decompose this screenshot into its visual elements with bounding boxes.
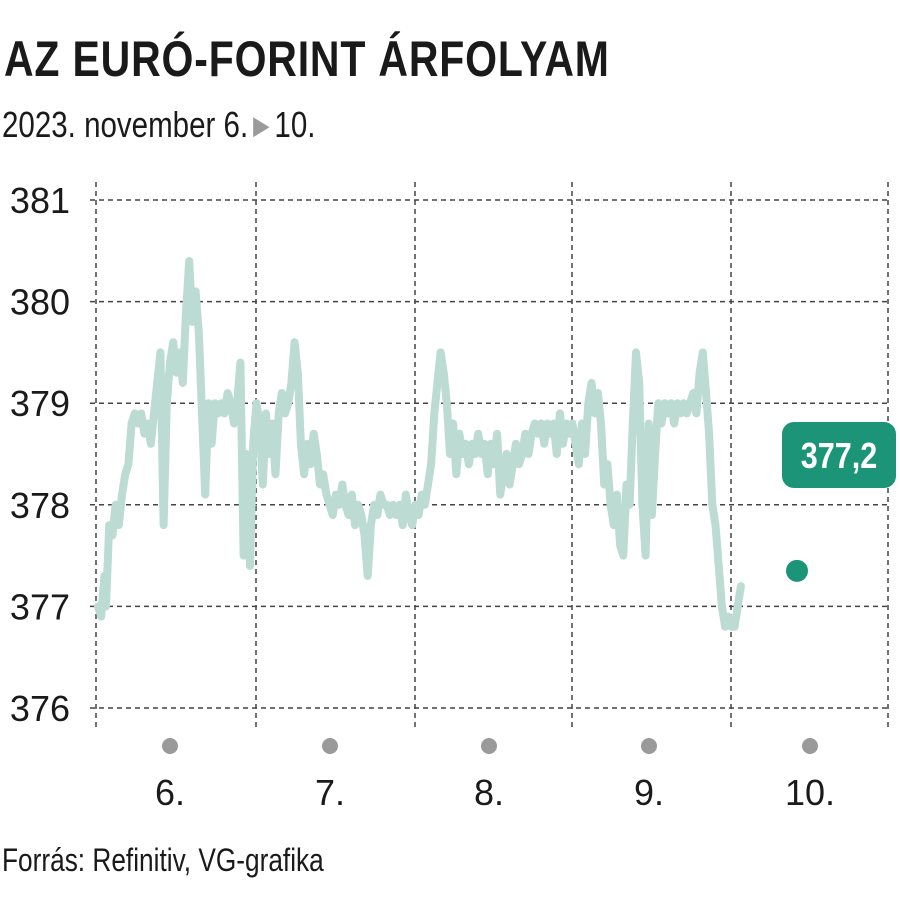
date-range-start: 2023. november 6. <box>2 104 249 145</box>
y-tick-label: 378 <box>10 485 70 526</box>
y-tick-label: 379 <box>10 383 70 424</box>
x-tick-label: 7. <box>315 772 345 813</box>
last-value-dot <box>786 559 808 582</box>
day-marker-dot <box>162 738 178 754</box>
last-value-callout: 377,2 <box>782 422 896 488</box>
date-range-subtitle: 2023. november 6. ▶ 10. <box>2 104 315 146</box>
page-title: AZ EURÓ-FORINT ÁRFOLYAM <box>4 31 610 87</box>
y-tick-label: 376 <box>10 688 70 729</box>
x-tick-label: 9. <box>634 772 664 813</box>
day-marker-dot <box>802 738 818 754</box>
day-marker-dot <box>322 738 338 754</box>
date-range-end: 10. <box>274 104 316 145</box>
series-layer <box>94 257 808 631</box>
chart-grid <box>90 182 889 728</box>
x-axis-category-labels: 6. 7. 8. 9. 10. <box>155 738 835 813</box>
y-tick-label: 380 <box>10 282 70 323</box>
source-note: Forrás: Refinitiv, VG-grafika <box>2 842 324 878</box>
x-tick-label: 6. <box>155 772 185 813</box>
x-tick-label: 8. <box>474 772 504 813</box>
exchange-rate-line <box>94 257 745 631</box>
play-arrow-icon: ▶ <box>253 110 270 140</box>
day-marker-dot <box>641 738 657 754</box>
x-tick-label: 10. <box>785 772 835 813</box>
y-axis-tick-labels: 376 377 378 379 380 381 <box>10 180 70 729</box>
last-value-label: 377,2 <box>801 437 878 477</box>
y-tick-label: 381 <box>10 180 70 221</box>
day-marker-dot <box>481 738 497 754</box>
last-value-badge <box>782 422 896 488</box>
y-tick-label: 377 <box>10 586 70 627</box>
